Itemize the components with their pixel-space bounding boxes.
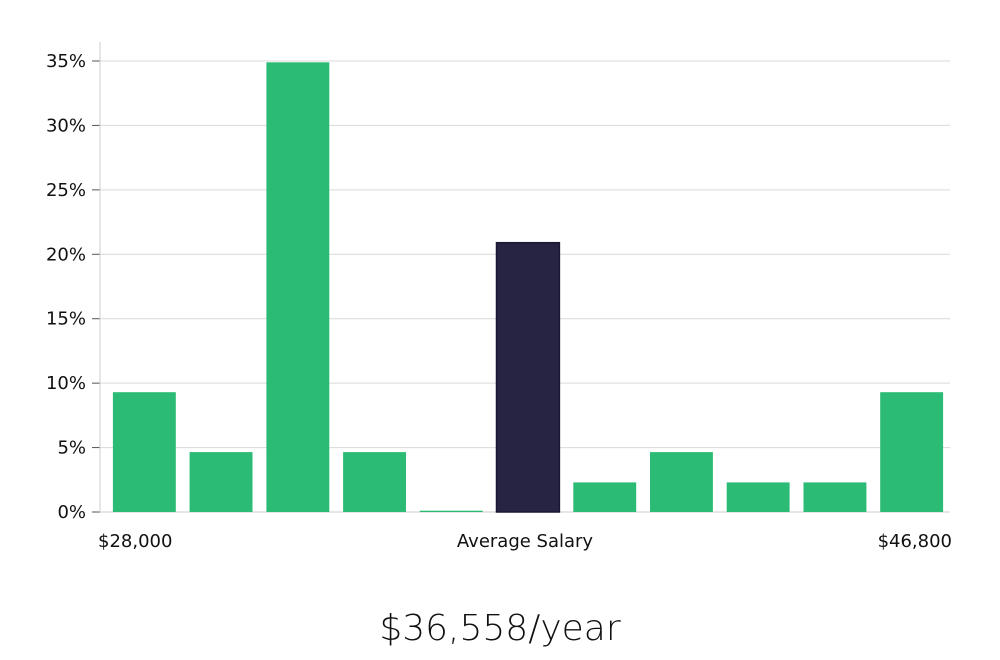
average-salary-value: $36,558/year — [379, 608, 621, 649]
x-min-label: $28,000 — [98, 531, 172, 552]
bar — [189, 452, 253, 512]
bar — [419, 510, 483, 512]
y-tick-label: 0% — [57, 502, 86, 523]
axes: 0% 5% 10% 15% 20% 25% 30% 35% — [46, 42, 101, 523]
bar — [726, 482, 790, 512]
bar — [112, 392, 176, 512]
bars — [112, 62, 944, 513]
x-max-label: $46,800 — [878, 531, 952, 552]
y-tick-label: 25% — [46, 180, 86, 201]
bar — [880, 392, 944, 512]
y-tick-label: 30% — [46, 115, 86, 136]
bar — [343, 452, 406, 512]
y-tick-label: 10% — [46, 373, 86, 394]
y-tick-label: 15% — [46, 309, 86, 330]
bar — [650, 452, 713, 512]
y-tick-label: 35% — [46, 51, 86, 72]
bar — [803, 482, 867, 512]
bar — [266, 62, 330, 513]
y-tick-label: 20% — [46, 244, 86, 265]
salary-histogram: 0% 5% 10% 15% 20% 25% 30% 35% $28,000 Average S… — [46, 42, 952, 552]
x-axis-title: Average Salary — [457, 531, 594, 552]
bar-highlighted-average — [495, 241, 561, 513]
y-tick-label: 5% — [57, 438, 86, 459]
bar — [573, 482, 637, 512]
